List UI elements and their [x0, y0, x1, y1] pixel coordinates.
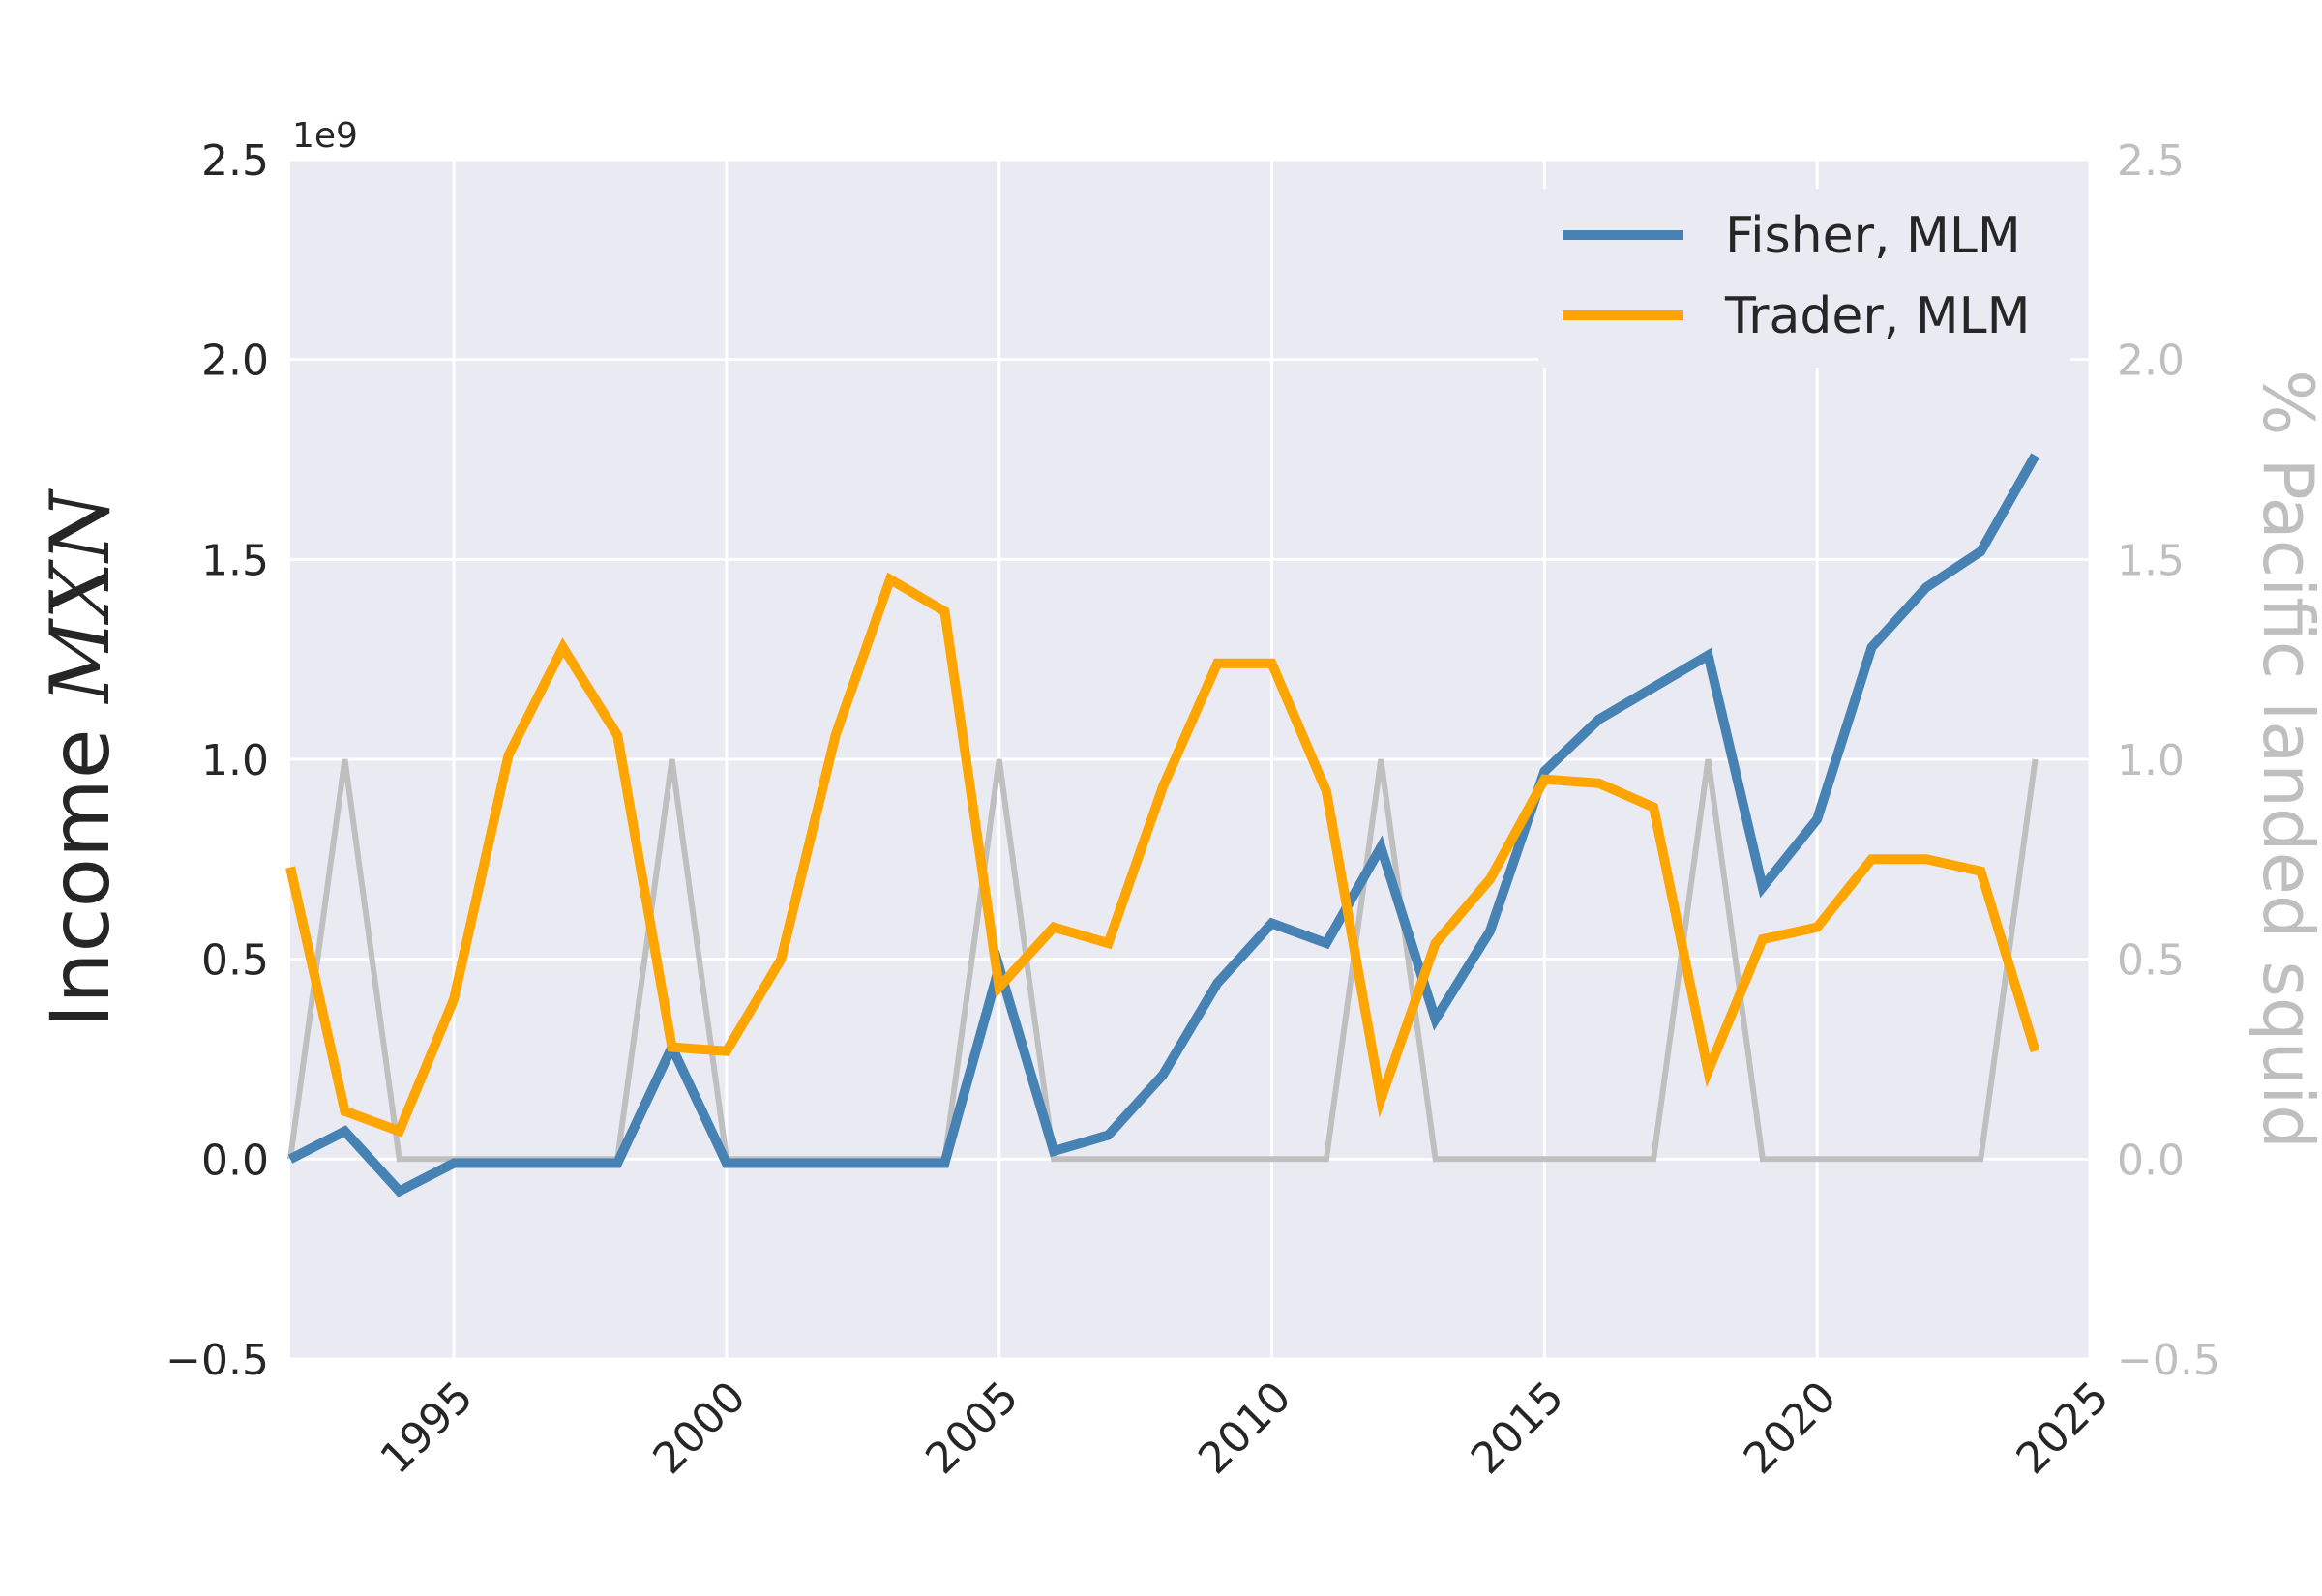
series-lines	[285, 453, 2040, 1197]
y2-tick-label: −0.5	[2117, 1336, 2220, 1385]
y2-axis-ticks: −0.5 0.0 0.5 1.0 1.5 2.0 2.5	[2117, 136, 2220, 1385]
y-tick-label: 1.5	[201, 536, 269, 585]
legend-label: Fisher, MLM	[1725, 207, 2021, 265]
y-axis-label: Income MXN	[33, 488, 128, 1028]
y-tick-label: 0.0	[201, 1136, 269, 1185]
y-axis-ticks: −0.5 0.0 0.5 1.0 1.5 2.0 2.5	[165, 136, 269, 1385]
series-line-fisher-mlm	[287, 453, 2039, 1197]
x-tick-label: 2005	[916, 1373, 1027, 1484]
y-tick-label: 1.0	[201, 736, 269, 785]
legend-label: Trader, MLM	[1724, 287, 2031, 345]
x-tick-label: 2020	[1735, 1373, 1846, 1484]
y-axis-label-prefix: Income	[33, 703, 128, 1028]
y-tick-label: −0.5	[165, 1336, 269, 1385]
x-axis-ticks: 1995 2000 2005 2010 2015 2020 2025	[372, 1373, 2119, 1484]
y2-tick-label: 1.5	[2117, 536, 2185, 585]
y-axis-label-unit: MXN	[33, 488, 128, 705]
y-offset-text: 1e9	[292, 116, 358, 156]
x-tick-label: 2010	[1189, 1373, 1300, 1484]
y2-axis-label: % Pacific landed squid	[2248, 369, 2322, 1149]
y-tick-label: 0.5	[201, 936, 269, 986]
y-tick-label: 2.0	[201, 337, 269, 386]
x-tick-label: 2025	[2008, 1373, 2119, 1484]
legend-box	[1538, 189, 2070, 368]
x-tick-label: 2015	[1462, 1373, 1573, 1484]
legend: Fisher, MLM Trader, MLM	[1538, 189, 2070, 368]
y2-tick-label: 2.0	[2117, 337, 2185, 386]
series-line-trader-mlm	[285, 572, 2040, 1138]
y2-tick-label: 0.5	[2117, 936, 2185, 986]
y-tick-label: 2.5	[201, 136, 269, 186]
y2-tick-label: 0.0	[2117, 1136, 2185, 1185]
x-tick-label: 1995	[372, 1373, 483, 1484]
x-tick-label: 2000	[643, 1373, 755, 1484]
y2-tick-label: 2.5	[2117, 136, 2185, 186]
y2-tick-label: 1.0	[2117, 736, 2185, 785]
